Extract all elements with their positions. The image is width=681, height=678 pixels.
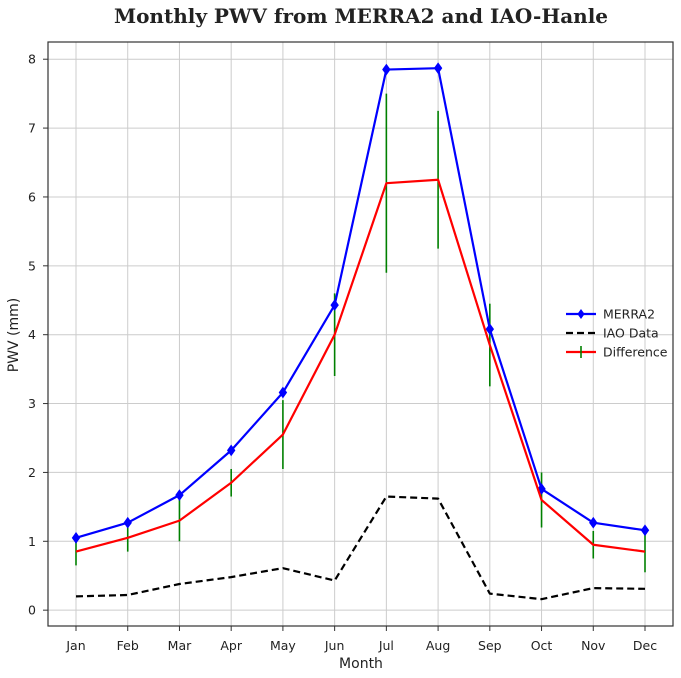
y-tick-label: 5 — [28, 258, 36, 273]
grid-lines — [48, 42, 673, 626]
legend-label-difference: Difference — [603, 345, 668, 360]
data-point-merra2 — [226, 444, 236, 457]
x-tick-label: Sep — [478, 638, 502, 653]
legend-label-iao-data: IAO Data — [603, 326, 659, 341]
data-point-merra2 — [382, 63, 391, 76]
data-point-merra2 — [175, 489, 184, 502]
plot-area-frame — [47, 41, 674, 627]
x-tick-label: Feb — [117, 638, 139, 653]
x-tick-label: Mar — [168, 638, 192, 653]
axis-ticks: Jan Feb Mar Apr May Jun Jul Aug Sep Oct Nov Dec 0 1 2 3… — [28, 52, 657, 653]
x-axis-label: Month — [339, 656, 383, 672]
x-tick-label: Jul — [378, 638, 394, 653]
x-tick-label: Jan — [65, 638, 85, 653]
x-tick-label: Aug — [426, 638, 450, 653]
series-line-iao-data — [75, 495, 646, 601]
y-tick-label: 8 — [28, 52, 36, 67]
legend-label-merra2: MERRA2 — [603, 307, 655, 322]
data-point-merra2 — [433, 62, 443, 75]
data-point-merra2 — [537, 483, 546, 495]
x-tick-label: Dec — [633, 638, 657, 653]
data-point-merra2 — [640, 524, 650, 537]
x-tick-label: May — [270, 638, 296, 653]
legend-marker-merra2 — [577, 309, 585, 319]
x-tick-label: Oct — [531, 638, 553, 653]
y-tick-label: 7 — [28, 121, 36, 136]
chart-title: Monthly PWV from MERRA2 and IAO-Hanle — [114, 4, 608, 28]
y-tick-label: 0 — [28, 603, 36, 618]
x-tick-label: Nov — [581, 638, 606, 653]
y-axis-label: PWV (mm) — [6, 298, 22, 373]
x-tick-label: Apr — [220, 638, 242, 653]
data-point-merra2 — [123, 516, 132, 529]
y-tick-label: 6 — [28, 189, 36, 204]
series-lines — [71, 62, 650, 601]
y-tick-label: 1 — [28, 534, 36, 549]
plot-frame — [47, 41, 674, 627]
data-point-merra2 — [589, 516, 598, 529]
series-line-merra2 — [75, 67, 646, 539]
legend: MERRA2 IAO Data Difference — [566, 307, 668, 360]
data-point-merra2 — [485, 323, 495, 336]
y-tick-label: 4 — [28, 327, 36, 342]
data-point-merra2 — [278, 386, 288, 399]
y-tick-label: 2 — [28, 465, 36, 480]
y-tick-label: 3 — [28, 396, 36, 411]
x-tick-label: Jun — [324, 638, 345, 653]
series-line-difference — [75, 178, 646, 553]
data-point-merra2 — [330, 299, 339, 311]
data-point-merra2 — [71, 531, 81, 544]
